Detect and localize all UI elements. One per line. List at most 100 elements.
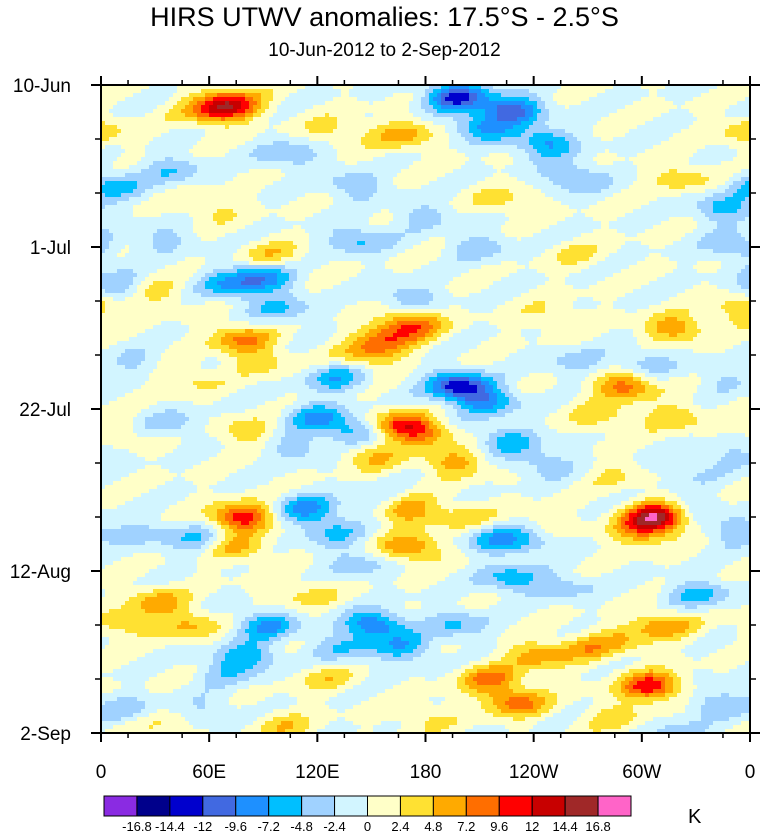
field-cell-r6-c125 (601, 109, 606, 114)
field-cell-r4-c62 (349, 101, 354, 106)
field-cell-r1-c102 (509, 89, 514, 94)
field-cell-r5-c80 (421, 105, 426, 110)
field-cell-r2-c122 (589, 93, 594, 98)
field-cell-r3-c78 (413, 97, 418, 102)
field-cell-r7-c143 (673, 113, 678, 118)
field-cell-r4-c29 (217, 101, 222, 106)
field-cell-r3-c62 (349, 97, 354, 102)
field-cell-r1-c37 (249, 89, 254, 94)
field-cell-r4-c140 (661, 101, 666, 106)
field-cell-r6-c51 (305, 109, 310, 114)
field-cell-r5-c127 (609, 105, 614, 110)
field-cell-r1-c63 (353, 89, 358, 94)
field-cell-r3-c35 (241, 97, 246, 102)
field-cell-r1-c112 (549, 89, 554, 94)
field-cell-r7-c87 (449, 113, 454, 118)
field-cell-r6-c60 (341, 109, 346, 114)
field-cell-r6-c54 (317, 109, 322, 114)
field-cell-r8-c153 (713, 117, 718, 122)
field-cell-r2-c4 (117, 93, 122, 98)
field-cell-r8-c84 (437, 117, 442, 122)
field-cell-r5-c35 (241, 105, 246, 110)
field-cell-r1-c141 (665, 89, 670, 94)
field-cell-r8-c39 (257, 117, 262, 122)
field-cell-r2-c154 (717, 93, 722, 98)
field-cell-r1-c44 (277, 89, 282, 94)
field-cell-r8-c24 (197, 117, 202, 122)
field-cell-r6-c47 (289, 109, 294, 114)
field-cell-r7-c121 (585, 113, 590, 118)
field-cell-r9-c65 (361, 121, 366, 126)
field-cell-r3-c130 (621, 97, 626, 102)
field-cell-r5-c114 (557, 105, 562, 110)
field-cell-r6-c74 (397, 109, 402, 114)
field-cell-r3-c26 (205, 97, 210, 102)
field-cell-r1-c161 (745, 89, 750, 94)
field-cell-r4-c152 (709, 101, 714, 106)
field-cell-r2-c62 (349, 93, 354, 98)
field-cell-r4-c72 (389, 101, 394, 106)
field-cell-r6-c16 (165, 109, 170, 114)
field-cell-r3-c54 (317, 97, 322, 102)
field-cell-r3-c7 (129, 97, 134, 102)
field-cell-r7-c3 (113, 113, 118, 118)
field-cell-r9-c8 (133, 121, 138, 126)
field-cell-r3-c160 (741, 97, 746, 102)
field-cell-r4-c43 (273, 101, 278, 106)
field-cell-r1-c103 (513, 89, 518, 94)
field-cell-r3-c30 (221, 97, 226, 102)
field-cell-r3-c112 (549, 97, 554, 102)
field-cell-r7-c101 (505, 113, 510, 118)
field-cell-r5-c53 (313, 105, 318, 110)
field-cell-r2-c108 (533, 93, 538, 98)
field-cell-r8-c126 (605, 117, 610, 122)
field-cell-r7-c37 (249, 113, 254, 118)
field-cell-r9-c118 (573, 121, 578, 126)
field-cell-r6-c122 (589, 109, 594, 114)
field-cell-r3-c158 (733, 97, 738, 102)
field-cell-r4-c51 (305, 101, 310, 106)
field-cell-r7-c86 (445, 113, 450, 118)
field-cell-r7-c102 (509, 113, 514, 118)
field-cell-r2-c150 (701, 93, 706, 98)
field-cell-r4-c31 (225, 101, 230, 106)
field-cell-r2-c93 (473, 93, 478, 98)
field-cell-r4-c22 (189, 101, 194, 106)
field-cell-r3-c148 (693, 97, 698, 102)
field-cell-r7-c46 (285, 113, 290, 118)
field-cell-r1-c10 (141, 89, 146, 94)
field-cell-r6-c71 (385, 109, 390, 114)
field-cell-r8-c54 (317, 117, 322, 122)
field-cell-r8-c131 (625, 117, 630, 122)
field-cell-r8-c31 (225, 117, 230, 122)
field-cell-r9-c102 (509, 121, 514, 126)
field-cell-r4-c76 (405, 101, 410, 106)
field-cell-r3-c37 (249, 97, 254, 102)
field-cell-r1-c56 (325, 89, 330, 94)
field-cell-r2-c128 (613, 93, 618, 98)
field-cell-r1-c19 (177, 89, 182, 94)
field-cell-r2-c123 (593, 93, 598, 98)
field-cell-r3-c55 (321, 97, 326, 102)
field-cell-r2-c52 (309, 93, 314, 98)
field-cell-r5-c104 (517, 105, 522, 110)
field-cell-r7-c145 (681, 113, 686, 118)
field-cell-r2-c60 (341, 93, 346, 98)
field-cell-r4-c132 (629, 101, 634, 106)
field-cell-r5-c11 (145, 105, 150, 110)
field-cell-r4-c54 (317, 101, 322, 106)
field-cell-r9-c30 (221, 121, 226, 126)
field-cell-r3-c140 (661, 97, 666, 102)
field-cell-r2-c78 (413, 93, 418, 98)
field-cell-r6-c43 (273, 109, 278, 114)
field-cell-r7-c127 (609, 113, 614, 118)
field-cell-r8-c22 (189, 117, 194, 122)
field-cell-r6-c99 (497, 109, 502, 114)
field-cell-r3-c155 (721, 97, 726, 102)
field-cell-r6-c144 (677, 109, 682, 114)
field-cell-r4-c64 (357, 101, 362, 106)
field-cell-r5-c13 (153, 105, 158, 110)
field-cell-r4-c121 (585, 101, 590, 106)
field-cell-r6-c72 (389, 109, 394, 114)
field-cell-r3-c84 (437, 97, 442, 102)
